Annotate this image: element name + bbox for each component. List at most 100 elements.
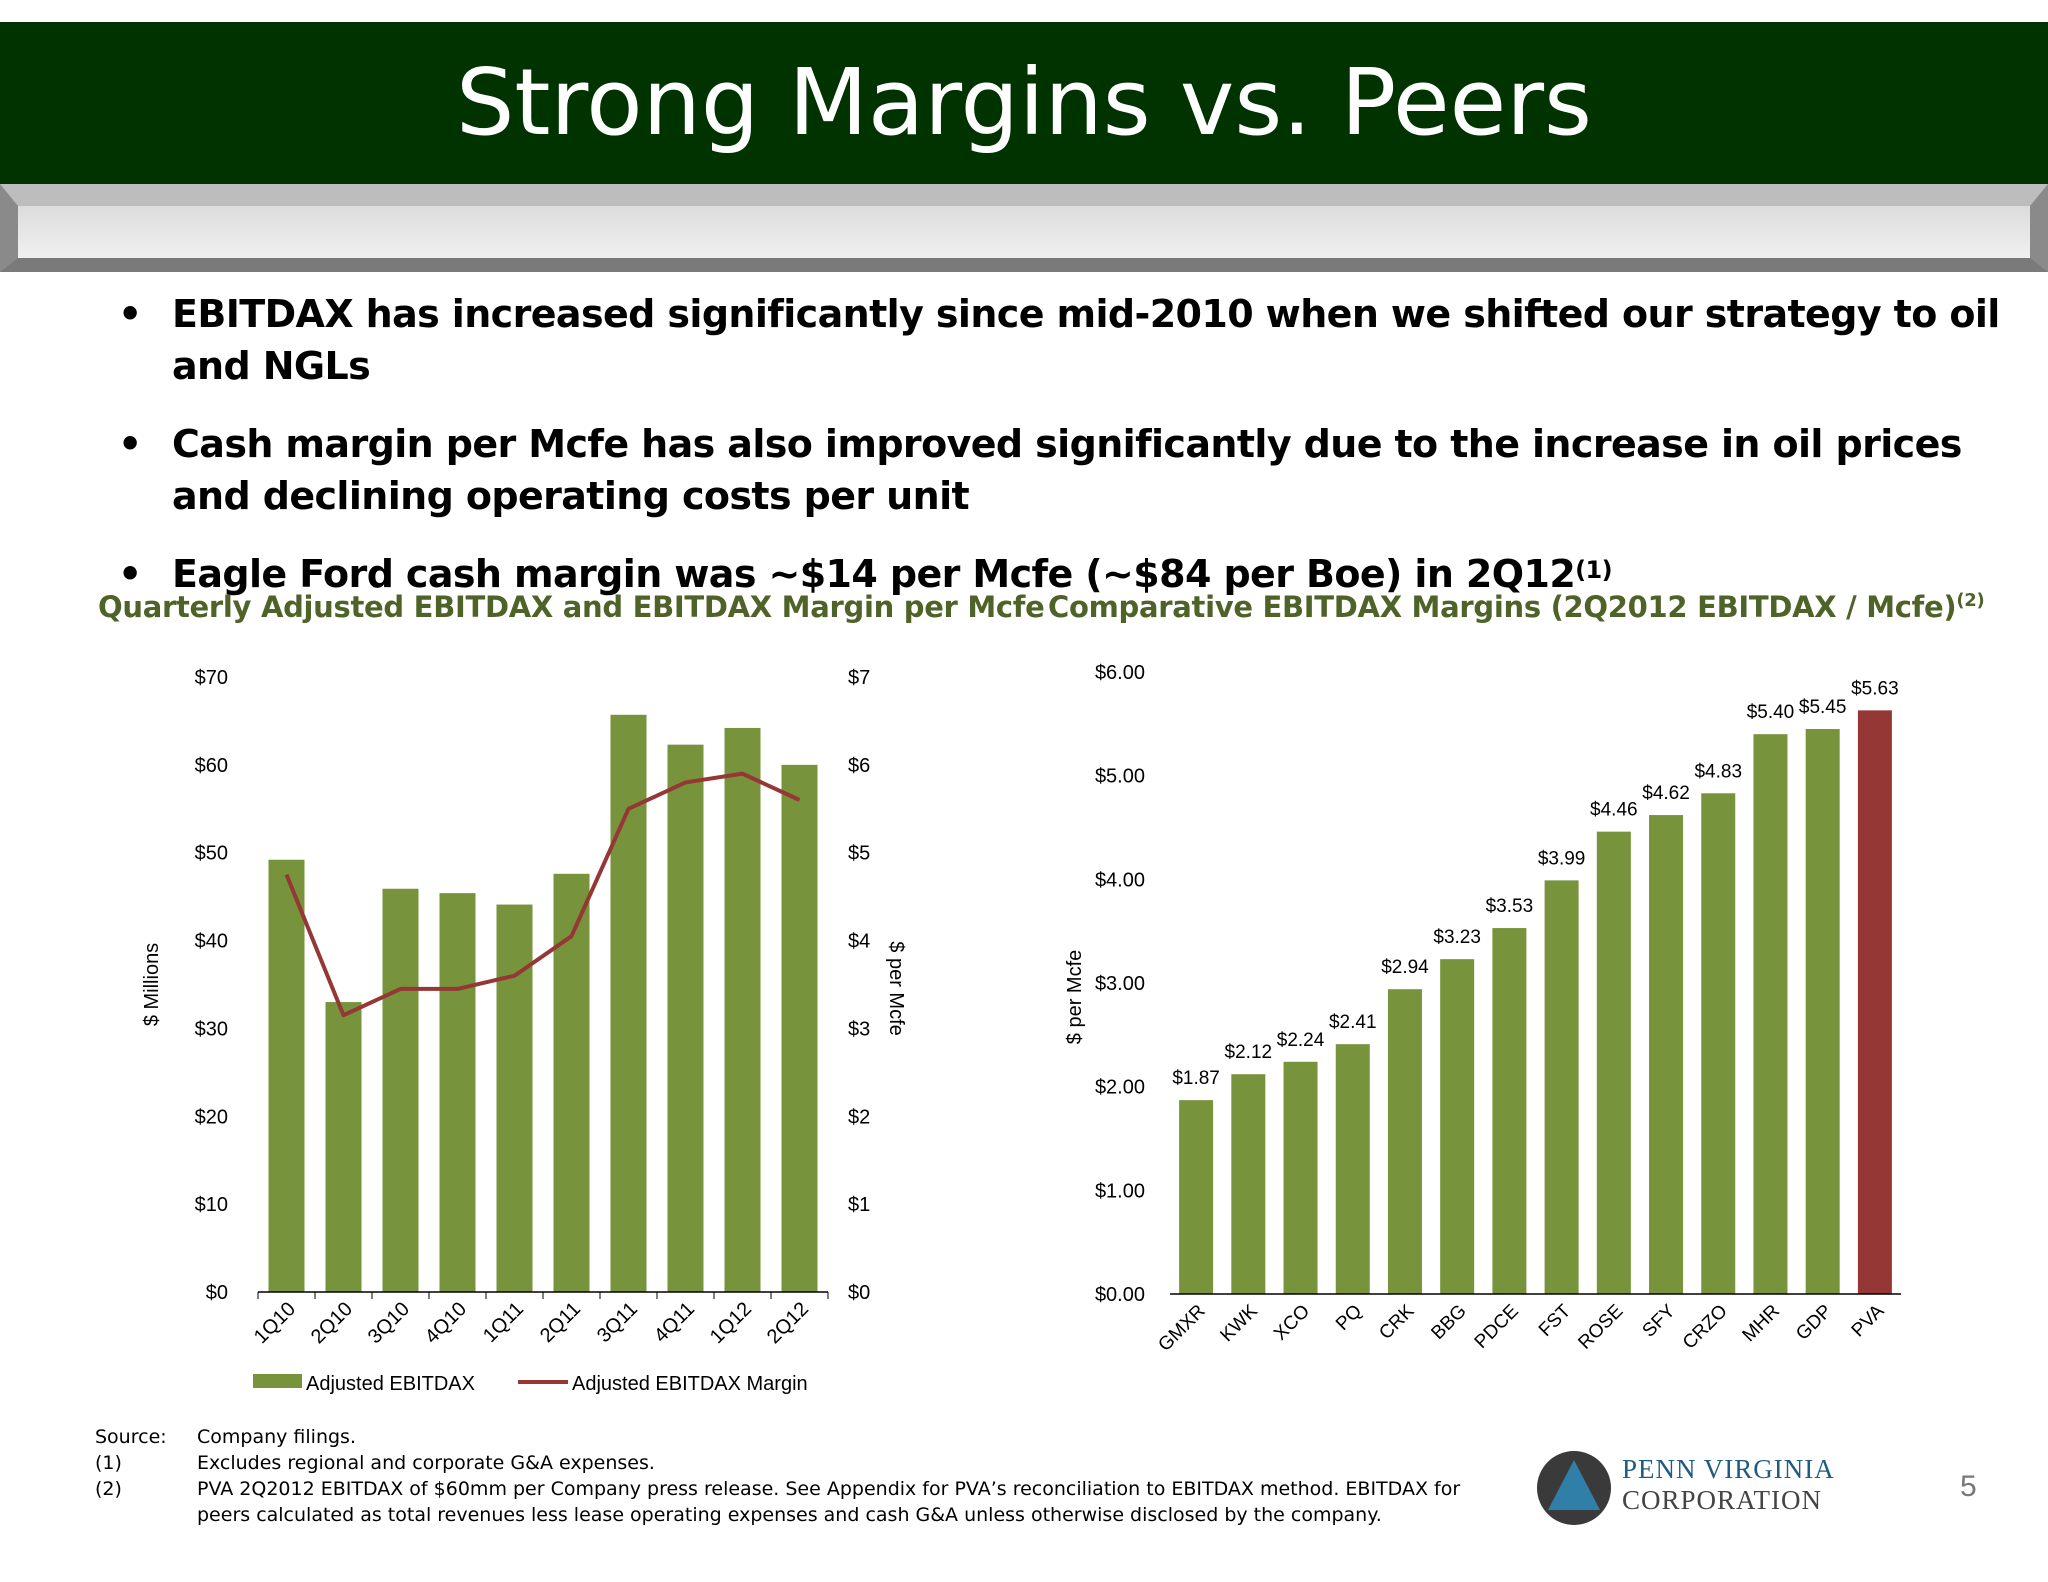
peer-bar <box>1335 1044 1370 1294</box>
peer-x-tick-label: CRK <box>1375 1300 1418 1343</box>
peer-data-label: $4.83 <box>1694 761 1742 782</box>
peer-x-tick-label: FST <box>1535 1300 1576 1341</box>
peer-x-tick-label: SFY <box>1639 1300 1680 1341</box>
bullet-dot: • <box>118 552 142 596</box>
logo-mark-icon <box>1537 1451 1611 1525</box>
right-y-tick-label: $7 <box>848 667 870 689</box>
peer-bar <box>1179 1100 1214 1294</box>
bullet-item: • EBITDAX has increased significantly si… <box>118 288 2018 392</box>
peer-bar <box>1805 729 1840 1294</box>
peer-data-label: $2.94 <box>1381 957 1429 978</box>
peer-data-label: $3.23 <box>1433 927 1481 948</box>
logo-line-2: CORPORATION <box>1622 1485 1823 1515</box>
peer-bar <box>1387 989 1422 1294</box>
peer-x-tick-label: BBG <box>1427 1301 1470 1344</box>
footnote-row: (1) Excludes regional and corporate G&A … <box>95 1450 1497 1476</box>
legend-label-ebitdax: Adjusted EBITDAX <box>306 1373 475 1395</box>
footnote-key: (1) <box>95 1452 122 1474</box>
ebitdax-bar <box>325 1002 362 1292</box>
peer-y-tick-label: $2.00 <box>1095 1077 1145 1099</box>
slide-title: Strong Margins vs. Peers <box>456 49 1592 156</box>
peer-y-tick-label: $3.00 <box>1095 973 1145 995</box>
right-y-tick-label: $5 <box>848 843 870 865</box>
right-y-tick-label: $4 <box>848 931 870 953</box>
right-y-tick-label: $6 <box>848 755 870 777</box>
logo-text: PENN VIRGINIA CORPORATION <box>1622 1454 1835 1516</box>
left-y-tick-label: $40 <box>195 931 228 953</box>
left-y-tick-label: $0 <box>206 1282 228 1304</box>
left-x-tick-label: 1Q12 <box>706 1298 756 1348</box>
peer-bar <box>1857 710 1892 1294</box>
left-y-tick-label: $20 <box>195 1106 228 1128</box>
peer-bar <box>1544 880 1579 1294</box>
left-y-axis-title: $ Millions <box>141 943 163 1026</box>
footnote-text: PVA 2Q2012 EBITDAX of $60mm per Company … <box>197 1478 1461 1526</box>
right-chart-title: Comparative EBITDAX Margins (2Q2012 EBIT… <box>1048 590 1985 624</box>
peer-bar <box>1701 793 1736 1294</box>
left-y-tick-label: $30 <box>195 1018 228 1040</box>
ebitdax-bar <box>439 893 476 1292</box>
peer-x-tick-label: KWK <box>1216 1300 1262 1346</box>
peer-data-label: $1.87 <box>1172 1068 1220 1089</box>
left-x-tick-label: 2Q11 <box>536 1298 585 1347</box>
peer-data-label: $2.24 <box>1277 1030 1325 1051</box>
left-y-tick-label: $70 <box>195 667 228 689</box>
logo-line-1: PENN VIRGINIA <box>1622 1454 1835 1484</box>
left-y-tick-label: $60 <box>195 755 228 777</box>
ebitdax-bar <box>724 727 761 1292</box>
left-x-tick-label: 2Q12 <box>763 1298 813 1348</box>
bullet-list: • EBITDAX has increased significantly si… <box>118 288 2018 626</box>
bullet-dot: • <box>118 292 142 336</box>
footnote-key: (2) <box>95 1478 122 1500</box>
footnotes: Source: Company filings. (1) Excludes re… <box>95 1424 1497 1528</box>
peer-data-label: $2.41 <box>1329 1012 1377 1033</box>
peer-bar <box>1283 1061 1318 1294</box>
footnote-row: Source: Company filings. <box>95 1424 1497 1450</box>
peer-x-tick-label: PQ <box>1332 1301 1366 1335</box>
peer-data-label: $5.45 <box>1799 697 1847 718</box>
peer-data-label: $5.40 <box>1747 702 1795 723</box>
left-x-tick-label: 1Q10 <box>250 1298 300 1348</box>
peer-x-tick-label: MHR <box>1739 1301 1784 1346</box>
peer-data-label: $3.99 <box>1538 848 1586 869</box>
peer-bar <box>1596 831 1631 1294</box>
peer-data-label: $2.12 <box>1225 1042 1273 1063</box>
right-y-tick-label: $2 <box>848 1106 870 1128</box>
bullet-footnote-ref: (1) <box>1575 556 1613 584</box>
right-y-tick-label: $3 <box>848 1018 870 1040</box>
right-y-tick-label: $0 <box>848 1282 870 1304</box>
peer-y-tick-label: $5.00 <box>1095 766 1145 788</box>
company-logo: PENN VIRGINIA CORPORATION <box>1534 1448 1874 1528</box>
ebitdax-bar <box>781 764 818 1292</box>
right-chart-title-text: Comparative EBITDAX Margins (2Q2012 EBIT… <box>1048 590 1957 624</box>
peer-x-tick-label: GDP <box>1792 1301 1836 1345</box>
ebitdax-bar <box>382 888 419 1292</box>
left-chart-title-text: Quarterly Adjusted EBITDAX and EBITDAX M… <box>98 590 1045 624</box>
left-x-tick-label: 2Q10 <box>307 1298 357 1348</box>
peer-bar <box>1440 959 1475 1294</box>
title-bevel <box>0 184 2048 272</box>
bullet-item: • Eagle Ford cash margin was ~$14 per Mc… <box>118 548 2018 600</box>
title-bar: Strong Margins vs. Peers <box>0 22 2048 184</box>
right-chart-title-footnote-ref: (2) <box>1956 590 1985 611</box>
peer-x-tick-label: ROSE <box>1574 1301 1627 1354</box>
left-y-tick-label: $10 <box>195 1194 228 1216</box>
left-x-tick-label: 3Q10 <box>364 1298 414 1348</box>
peer-y-axis-title: $ per Mcfe <box>1064 950 1086 1044</box>
ebitdax-bar <box>268 859 305 1292</box>
right-y-tick-label: $1 <box>848 1194 870 1216</box>
peer-y-tick-label: $6.00 <box>1095 662 1145 684</box>
peer-y-tick-label: $0.00 <box>1095 1284 1145 1306</box>
left-y-tick-label: $50 <box>195 843 228 865</box>
legend-label-margin: Adjusted EBITDAX Margin <box>572 1373 808 1395</box>
peer-x-tick-label: XCO <box>1270 1301 1314 1345</box>
peer-data-label: $4.46 <box>1590 800 1638 821</box>
peer-x-tick-label: CRZO <box>1679 1301 1732 1354</box>
peer-bar <box>1231 1074 1266 1294</box>
peer-bar <box>1753 734 1788 1294</box>
ebitdax-bar <box>667 744 704 1292</box>
left-x-tick-label: 1Q11 <box>479 1298 528 1347</box>
ebitdax-bar <box>496 904 533 1292</box>
left-x-tick-label: 4Q11 <box>650 1298 699 1347</box>
